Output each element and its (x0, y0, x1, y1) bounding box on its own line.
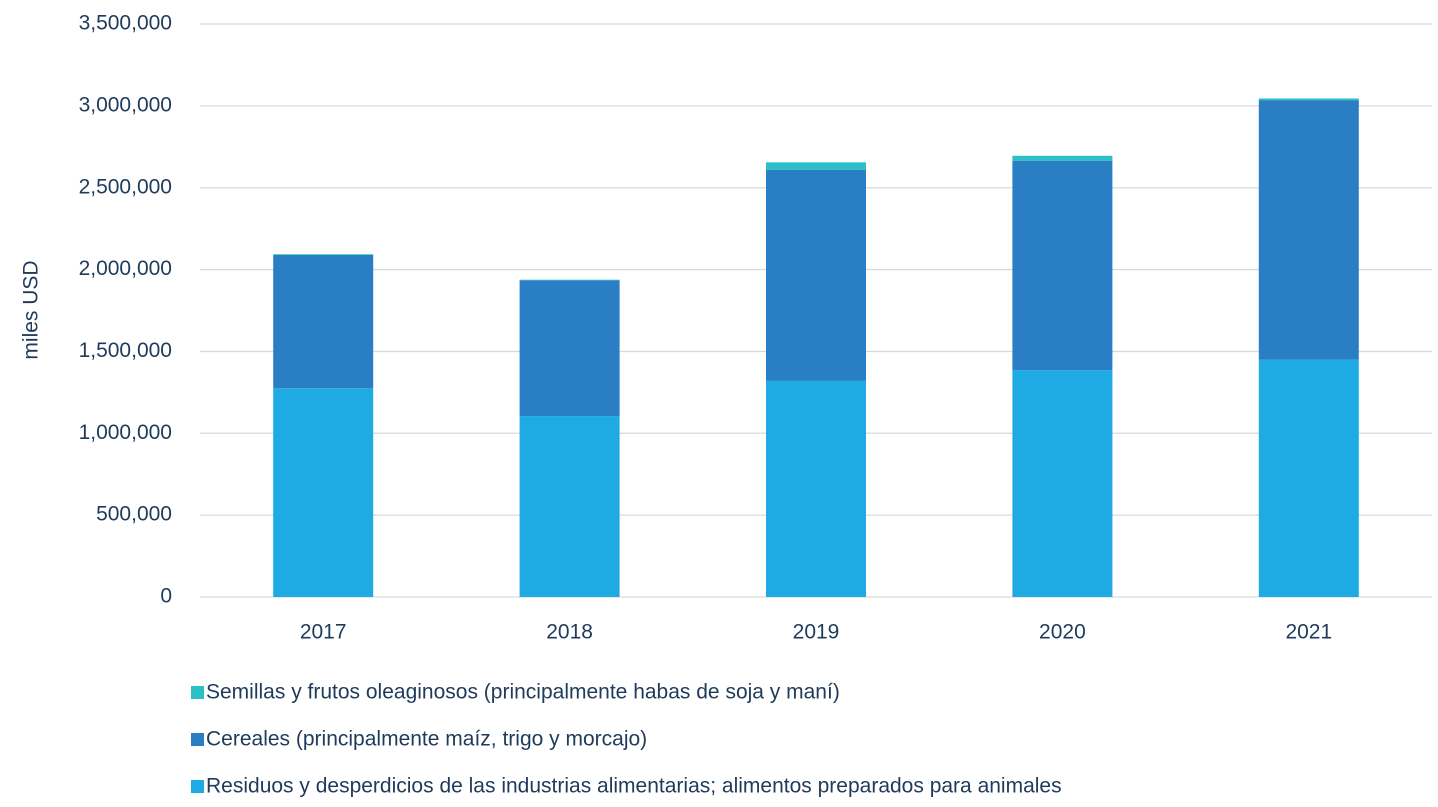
bar-segment (766, 169, 866, 381)
bar-segment (1258, 100, 1359, 360)
bar-segment (1012, 160, 1113, 371)
y-tick-label: 500,000 (96, 503, 172, 526)
bar-segment (273, 254, 374, 255)
bar-segment (519, 280, 620, 417)
x-tick-label: 2017 (300, 621, 347, 644)
legend-swatch (191, 780, 204, 793)
y-tick-label: 2,000,000 (79, 257, 172, 280)
bar-segment (519, 416, 620, 597)
y-tick-label: 2,500,000 (79, 175, 172, 198)
y-tick-label: 1,000,000 (79, 421, 172, 444)
legend-swatch (191, 733, 204, 746)
x-tick-label: 2021 (1285, 621, 1332, 644)
legend-swatch (191, 686, 204, 699)
bar-segment (1012, 155, 1113, 161)
bar-segment (273, 388, 374, 597)
legend-label: Cereales (principalmente maíz, trigo y m… (206, 728, 647, 751)
y-axis-label: miles USD (20, 260, 43, 359)
y-tick-label: 0 (160, 585, 172, 608)
bar-segment (1012, 370, 1113, 597)
bar-segment (1258, 359, 1359, 597)
y-tick-label: 1,500,000 (79, 339, 172, 362)
y-tick-label: 3,500,000 (79, 12, 172, 35)
x-tick-label: 2019 (793, 621, 840, 644)
legend-label: Semillas y frutos oleaginosos (principal… (206, 681, 840, 704)
bar-segment (1258, 98, 1359, 101)
legend-label: Residuos y desperdicios de las industria… (206, 775, 1062, 798)
bar-segment (766, 162, 866, 170)
bar-segment (273, 254, 374, 389)
y-tick-label: 3,000,000 (79, 93, 172, 116)
bar-segment (766, 380, 866, 597)
x-tick-label: 2018 (546, 621, 593, 644)
x-tick-label: 2020 (1039, 621, 1086, 644)
